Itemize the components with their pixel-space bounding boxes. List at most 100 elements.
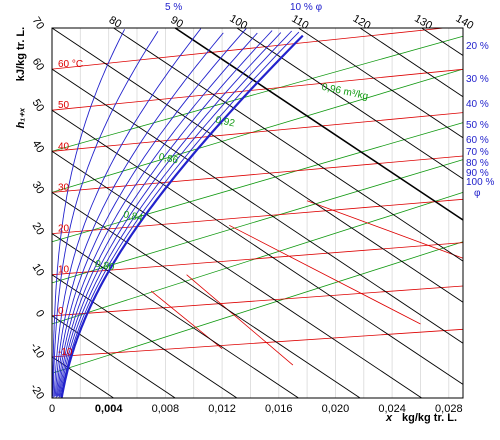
relative-humidity-curve bbox=[60, 31, 300, 397]
temperature-label: 0 bbox=[58, 306, 64, 317]
specific-volume-line bbox=[51, 159, 464, 284]
temperature-label: 20 bbox=[58, 224, 70, 235]
x-tick-label: 0 bbox=[49, 403, 55, 415]
enthalpy-line bbox=[51, 315, 176, 399]
x-tick-label: 0,012 bbox=[208, 403, 236, 415]
enthalpy-line bbox=[298, 27, 464, 139]
humidity-right-label: 80 % bbox=[466, 158, 489, 169]
specific-volume-label: 0,92 bbox=[214, 115, 236, 130]
temperature-label: 40 bbox=[58, 141, 70, 152]
y-tick-label: 10 bbox=[30, 262, 47, 279]
enthalpy-line bbox=[236, 27, 464, 180]
temperature-line bbox=[51, 285, 464, 317]
temperature-lines bbox=[51, 27, 464, 366]
temperature-line bbox=[51, 112, 464, 152]
relative-humidity-curve bbox=[60, 34, 304, 399]
x-tick-label: 0,008 bbox=[152, 403, 180, 415]
enthalpy-line bbox=[359, 27, 464, 98]
specific-volume-label: 0,96 m³/kg bbox=[321, 82, 370, 103]
y-tick-label: 60 bbox=[30, 56, 47, 73]
enthalpy-line bbox=[51, 150, 422, 399]
x-axis-symbol: x bbox=[385, 412, 393, 424]
relative-humidity-curve bbox=[59, 30, 293, 397]
enthalpy-line bbox=[51, 109, 464, 385]
y-axis-unit: kJ/kg tr. L. bbox=[15, 27, 27, 81]
specific-volume-line bbox=[51, 241, 464, 374]
specific-volume-lines bbox=[51, 35, 464, 374]
temperature-label: 30 bbox=[58, 182, 70, 193]
y-tick-label: 70 bbox=[30, 15, 47, 32]
enthalpy-line bbox=[51, 356, 114, 399]
humidity-right-label: 30 % bbox=[466, 74, 489, 85]
x-tick-label: 0,004 bbox=[95, 403, 123, 415]
specific-volume-line bbox=[51, 68, 464, 193]
enthalpy-line bbox=[51, 192, 361, 399]
top-enthalpy-label: 90 bbox=[168, 14, 185, 31]
relative-humidity-curve bbox=[54, 32, 224, 397]
temperature-fog-line bbox=[306, 200, 464, 259]
y-tick-label: 50 bbox=[30, 97, 47, 114]
x-tick-label: 0,028 bbox=[435, 403, 463, 415]
axis-titles: h₁₊ₓ kJ/kg tr. L. x kg/kg tr. L. bbox=[15, 27, 457, 424]
specific-volume-line bbox=[51, 122, 464, 243]
humidity-top-label: 10 % φ bbox=[290, 2, 323, 13]
y-tick-label: 0 bbox=[33, 308, 46, 320]
specific-volume-label: 0,84 bbox=[122, 209, 144, 224]
humidity-right-label: 60 % bbox=[466, 135, 489, 146]
relative-humidity-curve bbox=[53, 28, 202, 397]
temperature-label: -10 bbox=[58, 347, 73, 358]
top-enthalpy-label: 140 bbox=[454, 13, 476, 33]
temperature-fog-line bbox=[186, 274, 294, 366]
plot-frame bbox=[51, 27, 464, 399]
y-tick-label: -20 bbox=[28, 382, 47, 402]
enthalpy-line bbox=[113, 27, 464, 262]
temperature-line bbox=[51, 328, 464, 358]
grid-lines bbox=[51, 28, 450, 398]
x-axis-unit: kg/kg tr. L. bbox=[402, 412, 457, 424]
temperature-line bbox=[51, 27, 444, 70]
plot-border bbox=[51, 27, 464, 399]
relative-humidity-curve bbox=[52, 29, 126, 396]
enthalpy-line bbox=[51, 27, 464, 303]
humidity-symbol: φ bbox=[474, 188, 481, 199]
y-axis-symbol: h₁₊ₓ bbox=[15, 107, 27, 128]
y-tick-label: -10 bbox=[28, 341, 47, 361]
humidity-right-label: 90 % bbox=[466, 168, 489, 179]
y-tick-label: 20 bbox=[30, 221, 47, 238]
humidity-right-label: 50 % bbox=[466, 120, 489, 131]
x-tick-label: 0,020 bbox=[322, 403, 350, 415]
x-tick-label: 0,024 bbox=[378, 403, 406, 415]
humidity-right-label: 20 % bbox=[466, 41, 489, 52]
relative-humidity-curve bbox=[52, 31, 159, 398]
specific-volume-label: 0,80 bbox=[94, 259, 116, 274]
relative-humidity-curve bbox=[55, 28, 247, 398]
temperature-line bbox=[51, 242, 464, 276]
relative-humidity-curve bbox=[56, 32, 258, 397]
temperature-line bbox=[51, 198, 464, 234]
humidity-top-label: 5 % bbox=[165, 2, 182, 13]
temperature-label: 50 bbox=[58, 100, 70, 111]
relative-humidity-curve bbox=[57, 30, 273, 397]
enthalpy-line bbox=[51, 68, 464, 344]
temperature-label: 60 °C bbox=[58, 59, 83, 70]
top-enthalpy-label: 120 bbox=[351, 13, 373, 33]
temperature-line bbox=[51, 155, 464, 193]
top-enthalpy-label: 80 bbox=[107, 14, 124, 31]
enthalpy-line bbox=[174, 27, 464, 221]
y-tick-label: 30 bbox=[30, 179, 47, 196]
temperature-line bbox=[51, 68, 464, 111]
humidity-right-label: 70 % bbox=[466, 147, 489, 158]
y-tick-label: 40 bbox=[30, 138, 47, 155]
humidity-right-label: 40 % bbox=[466, 99, 489, 110]
humidity-right-label: 100 % bbox=[466, 177, 494, 188]
relative-humidity-curves bbox=[52, 28, 304, 399]
specific-volume-line bbox=[51, 192, 464, 325]
specific-volume-label: 0,86 bbox=[158, 152, 180, 167]
temperature-fog-line bbox=[229, 224, 421, 325]
enthalpy-line bbox=[421, 27, 464, 56]
x-tick-label: 0,016 bbox=[265, 403, 293, 415]
temperature-label: 10 bbox=[58, 265, 70, 276]
relative-humidity-curve bbox=[58, 32, 282, 398]
specific-volume-line bbox=[51, 35, 464, 152]
